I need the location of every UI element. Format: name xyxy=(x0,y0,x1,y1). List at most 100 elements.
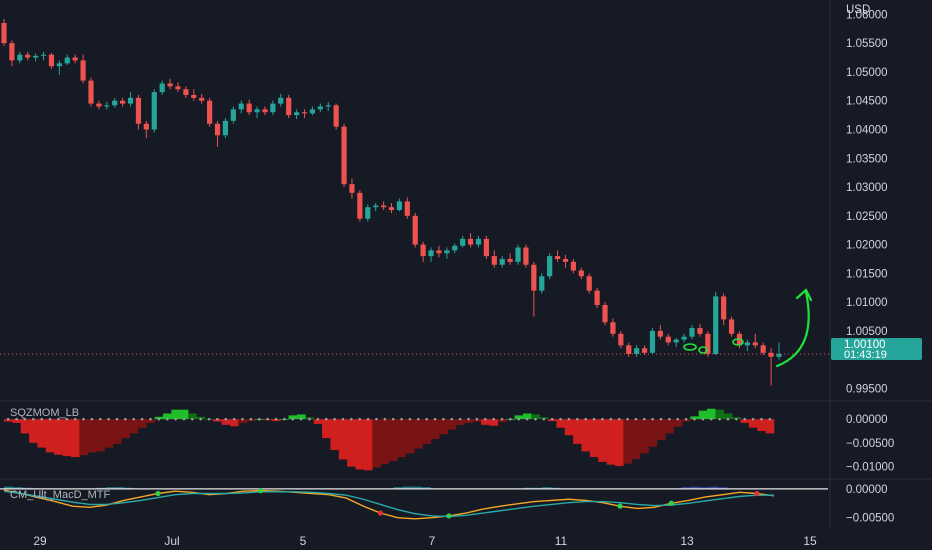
price-tick-label: 1.04000 xyxy=(846,124,888,136)
price-tick-label: 1.02500 xyxy=(846,211,888,223)
squeeze-bar xyxy=(614,419,624,467)
time-axis[interactable]: 29 Jul 5 7 11 13 15 xyxy=(33,534,817,548)
squeeze-dot xyxy=(65,417,69,421)
squeeze-dot xyxy=(23,417,27,421)
squeeze-dot xyxy=(576,417,579,421)
macd-histogram-bar xyxy=(115,487,125,489)
squeeze-dot xyxy=(174,417,177,421)
squeeze-dot xyxy=(567,417,571,421)
squeeze-dot xyxy=(525,417,529,421)
squeeze-bar xyxy=(648,419,658,447)
squeeze-bar xyxy=(129,419,139,434)
squeeze-bar xyxy=(623,419,633,464)
candle xyxy=(689,325,695,340)
price-tick-label: 1.01000 xyxy=(846,297,888,309)
candle xyxy=(728,316,735,337)
candle xyxy=(309,106,316,116)
squeeze-dot xyxy=(559,417,562,421)
candle xyxy=(199,93,205,104)
squeeze-bar xyxy=(137,419,147,428)
candle xyxy=(388,203,395,213)
squeeze-dot xyxy=(199,417,202,421)
candle xyxy=(697,324,703,337)
squeeze-tick-label: −0.00500 xyxy=(846,438,894,450)
candle xyxy=(491,250,497,268)
squeeze-bar xyxy=(564,419,574,436)
candle xyxy=(483,235,489,259)
candle xyxy=(301,109,308,118)
price-tick-label: 1.00500 xyxy=(846,326,888,338)
candle xyxy=(278,93,284,107)
macd-tick-label: −0.00500 xyxy=(846,513,894,525)
squeeze-bar xyxy=(29,419,38,443)
squeeze-dot xyxy=(500,417,504,421)
squeeze-bar xyxy=(430,419,440,440)
squeeze-dot xyxy=(31,417,35,421)
candle xyxy=(681,333,687,343)
candle xyxy=(294,109,300,120)
candle xyxy=(143,120,149,139)
squeeze-dot xyxy=(73,417,77,421)
squeeze-bar xyxy=(70,419,80,458)
squeeze-bar xyxy=(171,409,181,420)
macd-histogram-bar xyxy=(542,487,552,489)
squeeze-pane[interactable] xyxy=(4,408,775,471)
squeeze-dot xyxy=(651,417,654,421)
last-price-tag: 1.00100 01:43:19 xyxy=(831,338,922,361)
squeeze-bar xyxy=(715,409,725,420)
candle xyxy=(507,253,513,265)
candle xyxy=(618,330,624,349)
annotation-ellipse xyxy=(683,343,697,351)
candle xyxy=(1,18,7,47)
candle xyxy=(238,100,244,114)
candle xyxy=(428,247,434,262)
squeeze-dot xyxy=(308,417,311,421)
candle xyxy=(721,293,727,326)
candle xyxy=(214,120,221,147)
macd-histogram-bar xyxy=(718,487,728,489)
date-tick-label: 5 xyxy=(300,534,307,548)
squeeze-dot xyxy=(149,417,152,421)
squeeze-bar xyxy=(322,419,331,439)
macd-cross-dot xyxy=(446,513,452,519)
price-tick-label: 1.02000 xyxy=(846,240,888,252)
squeeze-bar xyxy=(598,419,607,462)
candle xyxy=(523,244,529,268)
squeeze-dot xyxy=(124,417,127,421)
squeeze-dot xyxy=(324,417,328,421)
squeeze-dot xyxy=(232,417,236,421)
squeeze-dot xyxy=(592,417,596,421)
squeeze-bar xyxy=(489,419,499,426)
macd-axis[interactable]: 0.00000 −0.00500 xyxy=(846,484,894,525)
squeeze-bar xyxy=(556,419,566,428)
candle xyxy=(499,256,505,268)
macd-histogram-bar xyxy=(393,487,403,489)
macd-indicator-label[interactable]: CM_Ult_MacD_MTF xyxy=(10,489,111,501)
squeeze-bar xyxy=(37,419,47,448)
price-axis[interactable]: 1.06000 1.05500 1.05000 1.04500 1.04000 1.035… xyxy=(846,9,888,395)
macd-histogram-bar xyxy=(681,487,691,489)
candle xyxy=(151,89,157,133)
squeeze-bar xyxy=(447,419,457,430)
squeeze-axis[interactable]: 0.00000 −0.00500 −0.01000 xyxy=(846,414,894,473)
candle xyxy=(183,86,189,98)
squeeze-indicator-label[interactable]: SQZMOM_LB xyxy=(10,407,79,419)
squeeze-dot xyxy=(98,417,102,421)
squeeze-dot xyxy=(132,417,136,421)
squeeze-bar xyxy=(363,419,373,471)
price-pane[interactable] xyxy=(0,18,830,386)
squeeze-bar xyxy=(288,415,298,420)
squeeze-dot xyxy=(718,417,721,421)
squeeze-dot xyxy=(400,417,403,421)
squeeze-bar xyxy=(455,419,465,425)
squeeze-bar xyxy=(12,419,22,423)
macd-pane[interactable] xyxy=(0,486,828,520)
candle xyxy=(744,339,750,352)
macd-signal-line xyxy=(3,490,774,518)
squeeze-dot xyxy=(768,417,772,421)
squeeze-dot xyxy=(350,417,353,421)
squeeze-dot xyxy=(333,417,336,421)
price-tick-label: 1.06000 xyxy=(846,9,888,21)
squeeze-bar xyxy=(62,419,72,457)
